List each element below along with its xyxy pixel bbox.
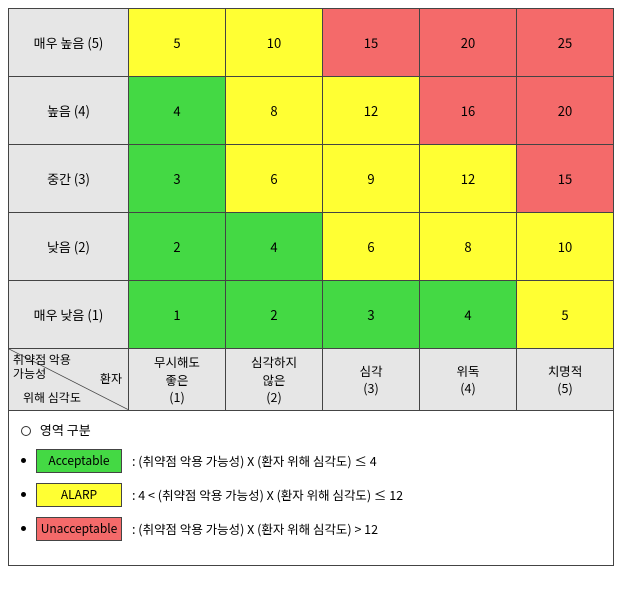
- diag-mr: 환자: [100, 372, 122, 386]
- legend-row: Acceptable : (취약점 악용 가능성) X (환자 위해 심각도) ≤…: [21, 449, 601, 473]
- risk-cell: 6: [226, 145, 323, 213]
- risk-cell: 12: [420, 145, 517, 213]
- risk-cell: 3: [129, 145, 226, 213]
- legend-swatch: Unacceptable: [36, 517, 122, 541]
- risk-cell: 20: [420, 9, 517, 77]
- risk-cell: 12: [323, 77, 420, 145]
- risk-cell: 3: [323, 281, 420, 349]
- risk-cell: 6: [323, 213, 420, 281]
- risk-cell: 5: [517, 281, 614, 349]
- risk-matrix-table: 매우 높음 (5)510152025높음 (4)48121620중간 (3)36…: [8, 8, 614, 411]
- risk-cell: 9: [323, 145, 420, 213]
- bullet-icon: [21, 526, 26, 531]
- legend-row: Unacceptable : (취약점 악용 가능성) X (환자 위해 심각도)…: [21, 517, 601, 541]
- risk-cell: 15: [323, 9, 420, 77]
- row-header: 매우 낮음 (1): [9, 281, 129, 349]
- row-header: 낮음 (2): [9, 213, 129, 281]
- risk-cell: 4: [129, 77, 226, 145]
- legend-title-text: 영역 구분: [40, 420, 91, 439]
- risk-cell: 16: [420, 77, 517, 145]
- legend: 영역 구분 Acceptable : (취약점 악용 가능성) X (환자 위해 …: [8, 411, 614, 566]
- col-header: 무시해도좋은(1): [129, 349, 226, 411]
- col-header: 심각(3): [323, 349, 420, 411]
- risk-cell: 5: [129, 9, 226, 77]
- legend-row: ALARP : 4 < (취약점 악용 가능성) X (환자 위해 심각도) ≤ …: [21, 483, 601, 507]
- row-header: 중간 (3): [9, 145, 129, 213]
- legend-desc: : 4 < (취약점 악용 가능성) X (환자 위해 심각도) ≤ 12: [132, 486, 601, 504]
- risk-matrix-container: 매우 높음 (5)510152025높음 (4)48121620중간 (3)36…: [8, 8, 614, 566]
- row-header: 높음 (4): [9, 77, 129, 145]
- risk-cell: 20: [517, 77, 614, 145]
- bullet-icon: [21, 492, 26, 497]
- col-header: 위독(4): [420, 349, 517, 411]
- diagonal-header: 취약점 악용가능성환자위해 심각도: [9, 349, 129, 411]
- legend-desc: : (취약점 악용 가능성) X (환자 위해 심각도) ≤ 4: [132, 452, 601, 470]
- risk-cell: 4: [226, 213, 323, 281]
- col-header: 치명적(5): [517, 349, 614, 411]
- risk-cell: 2: [226, 281, 323, 349]
- risk-cell: 8: [226, 77, 323, 145]
- col-header: 심각하지않은(2): [226, 349, 323, 411]
- legend-desc: : (취약점 악용 가능성) X (환자 위해 심각도) > 12: [132, 520, 601, 538]
- diag-bl: 위해 심각도: [23, 391, 81, 405]
- risk-cell: 10: [226, 9, 323, 77]
- risk-cell: 10: [517, 213, 614, 281]
- circle-icon: [21, 426, 31, 436]
- risk-cell: 4: [420, 281, 517, 349]
- risk-cell: 1: [129, 281, 226, 349]
- risk-cell: 2: [129, 213, 226, 281]
- legend-title: 영역 구분: [21, 421, 601, 439]
- bullet-icon: [21, 458, 26, 463]
- legend-swatch: ALARP: [36, 483, 122, 507]
- row-header: 매우 높음 (5): [9, 9, 129, 77]
- risk-cell: 15: [517, 145, 614, 213]
- legend-swatch: Acceptable: [36, 449, 122, 473]
- risk-cell: 25: [517, 9, 614, 77]
- diag-tl2: 가능성: [13, 365, 46, 382]
- risk-cell: 8: [420, 213, 517, 281]
